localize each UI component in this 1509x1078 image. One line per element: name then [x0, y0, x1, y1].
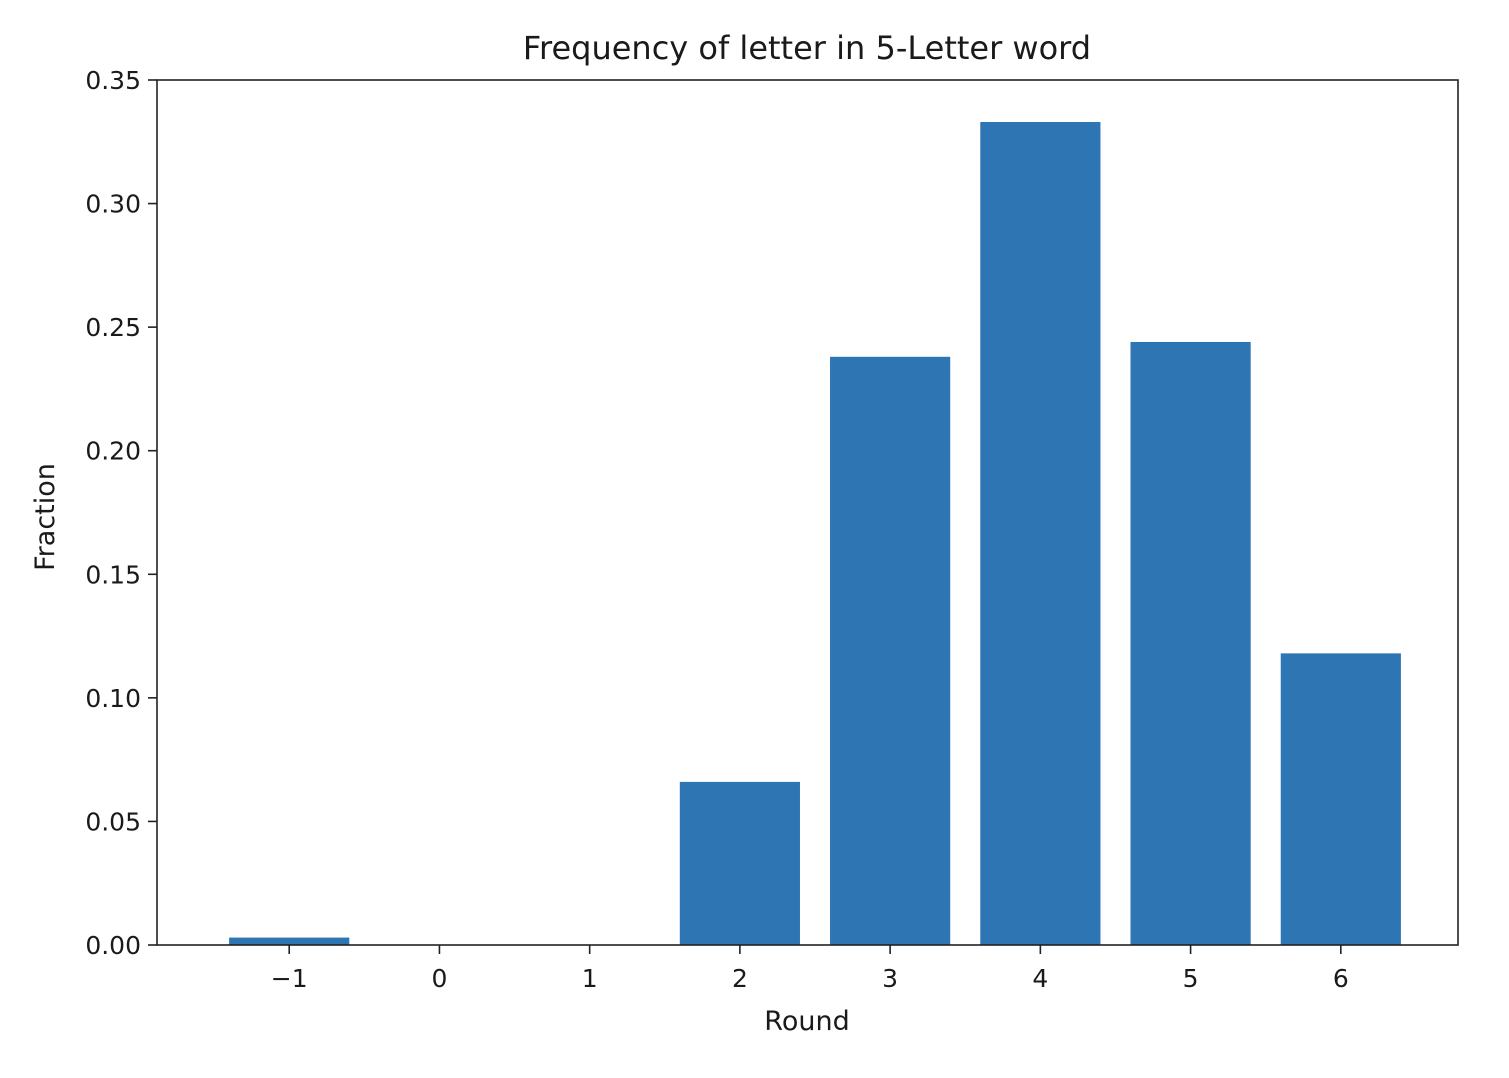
y-axis-ticks: 0.00 0.05 0.10 0.15 0.20 0.25 0.30 0.35 [85, 66, 157, 960]
y-axis-label: Fraction [30, 463, 61, 571]
y-tick-label: 0.35 [85, 66, 141, 95]
bars-layer [229, 122, 1401, 946]
y-tick-label: 0.20 [85, 437, 141, 466]
y-tick-label: 0.30 [85, 190, 141, 219]
x-axis-ticks: −1 0 1 2 3 4 5 6 [271, 945, 1349, 993]
y-tick-label: 0.10 [85, 684, 141, 713]
x-axis-label: Round [764, 1006, 849, 1037]
x-tick-label: −1 [271, 964, 308, 993]
x-tick-label: 4 [1032, 964, 1048, 993]
x-tick-label: 2 [732, 964, 748, 993]
plot-frame [156, 79, 1459, 946]
y-tick-label: 0.05 [85, 807, 141, 836]
chart-title: Frequency of letter in 5-Letter word [523, 29, 1091, 67]
x-tick-label: 0 [431, 964, 447, 993]
bar-round-5 [1130, 341, 1251, 946]
x-tick-label: 3 [882, 964, 898, 993]
y-tick-label: 0.00 [85, 931, 141, 960]
bar-round-2 [679, 781, 800, 945]
y-tick-label: 0.15 [85, 560, 141, 589]
bar-round-6 [1280, 653, 1401, 945]
y-tick-label: 0.25 [85, 313, 141, 342]
x-tick-label: 1 [582, 964, 598, 993]
x-tick-label: 6 [1333, 964, 1349, 993]
bar-round-minus-1 [229, 937, 350, 945]
x-tick-label: 5 [1183, 964, 1199, 993]
bar-round-3 [830, 356, 951, 945]
bar-round-4 [980, 122, 1101, 945]
